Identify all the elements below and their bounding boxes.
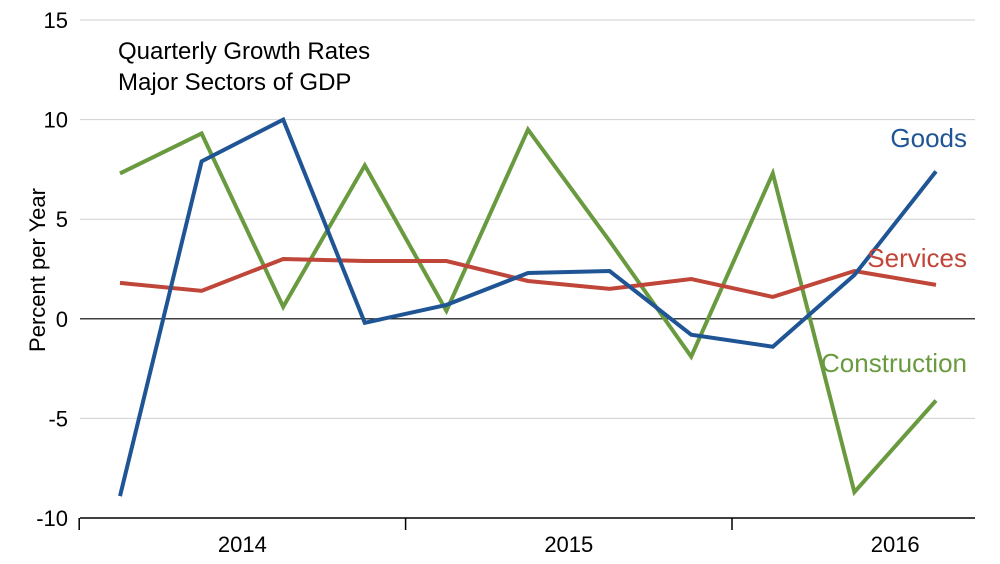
y-tick-label: -10	[36, 506, 68, 531]
y-tick-label: 10	[44, 108, 68, 133]
y-tick-labels: 15 10 5 0 -5 -10	[36, 8, 68, 531]
y-tick-label: 15	[44, 8, 68, 33]
series-label-services: Services	[867, 243, 967, 273]
y-axis-label: Percent per Year	[25, 188, 50, 352]
x-tick-label: 2014	[218, 532, 267, 557]
series-lines	[118, 116, 938, 497]
series-label-goods: Goods	[890, 123, 967, 153]
x-tick-label: 2016	[871, 532, 920, 557]
y-tick-label: -5	[48, 406, 68, 431]
y-tick-label: 5	[56, 207, 68, 232]
series-line-goods	[118, 116, 938, 497]
series-line-construction	[119, 125, 938, 497]
x-axis: 2014 2015 2016	[78, 517, 975, 557]
series-line-services	[119, 256, 937, 299]
x-tick-label: 2015	[544, 532, 593, 557]
chart-title-line-1: Quarterly Growth Rates	[118, 38, 370, 65]
gridlines	[80, 19, 975, 419]
chart-title-line-2: Major Sectors of GDP	[118, 69, 351, 96]
y-tick-label: 0	[56, 307, 68, 332]
series-label-construction: Construction	[821, 348, 967, 378]
